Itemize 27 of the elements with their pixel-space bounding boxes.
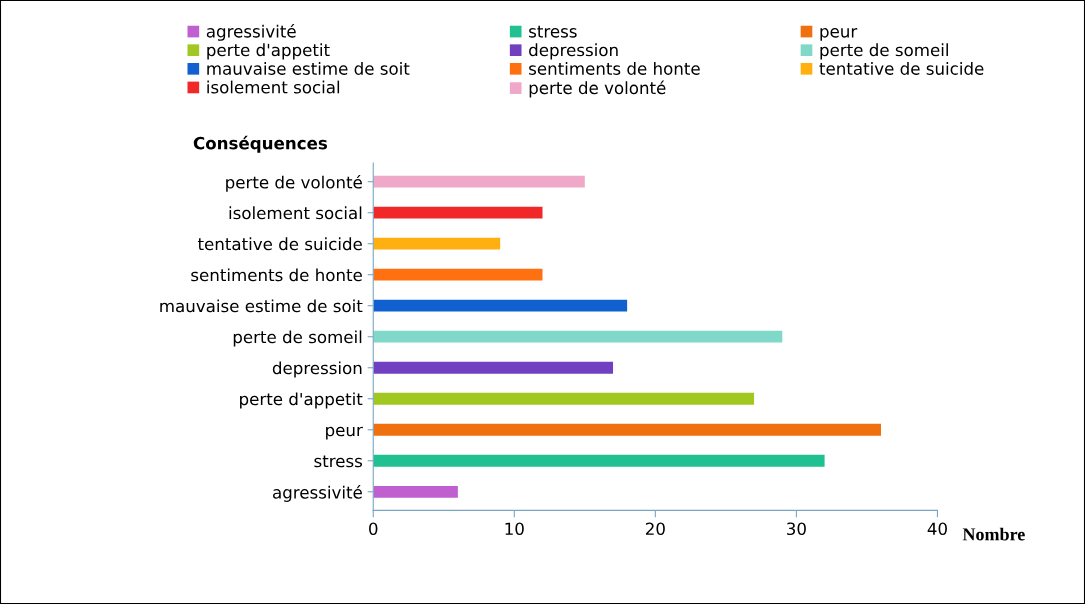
y-tick-label: depression: [272, 361, 362, 378]
legend-label: perte de volonté: [529, 80, 666, 98]
y-tick-label: agressivité: [273, 485, 362, 502]
x-axis-title: Nombre: [962, 527, 1025, 541]
x-tick-label: 40: [927, 522, 947, 536]
legend-label: peur: [820, 28, 858, 41]
y-tick-label: perte d'appetit: [240, 392, 363, 409]
y-tick-label: isolement social: [229, 206, 362, 220]
y-tick-label: mauvaise estime de soit: [160, 299, 363, 313]
x-tick-label: 10: [505, 522, 524, 536]
legend-label: tentative de suicide: [819, 61, 984, 75]
x-tick-label: 20: [645, 522, 665, 536]
y-tick-label: sentiments de honte: [191, 268, 362, 282]
y-tick-label: perte de volonté: [226, 175, 362, 192]
legend-label: sentiments de honte: [529, 61, 700, 75]
legend-label: mauvaise estime de soit: [207, 61, 410, 75]
y-tick-label: stress: [314, 455, 363, 468]
legend-label: agressivité: [206, 24, 296, 41]
x-tick-label: 0: [369, 522, 378, 536]
y-tick-label: peur: [326, 426, 363, 440]
y-axis-title: Conséquences: [193, 135, 328, 153]
x-tick-label: 30: [787, 522, 806, 536]
y-tick-label: tentative de suicide: [197, 237, 362, 251]
legend-label: perte de someil: [820, 43, 948, 60]
legend-label: stress: [529, 25, 577, 38]
legend-label: depression: [529, 43, 618, 60]
y-tick-label: perte de someil: [233, 330, 362, 347]
